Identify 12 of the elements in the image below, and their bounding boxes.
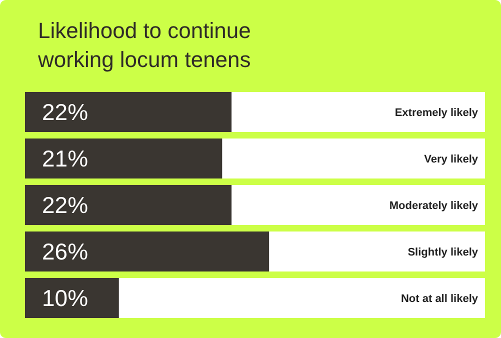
- chart-title: Likelihood to continue working locum tenens: [37, 18, 251, 72]
- bar: [25, 278, 119, 318]
- y-tick-label: Not at all likely: [400, 293, 479, 305]
- data-label: 26%: [42, 238, 88, 264]
- y-tick-label: Extremely likely: [394, 107, 479, 119]
- data-label: 22%: [42, 192, 88, 218]
- y-tick-label: Very likely: [424, 154, 479, 166]
- data-label: 22%: [42, 99, 88, 125]
- y-tick-label: Moderately likely: [389, 200, 479, 212]
- data-label: 10%: [42, 285, 88, 311]
- data-label: 21%: [42, 146, 88, 172]
- y-tick-label: Slightly likely: [408, 246, 479, 258]
